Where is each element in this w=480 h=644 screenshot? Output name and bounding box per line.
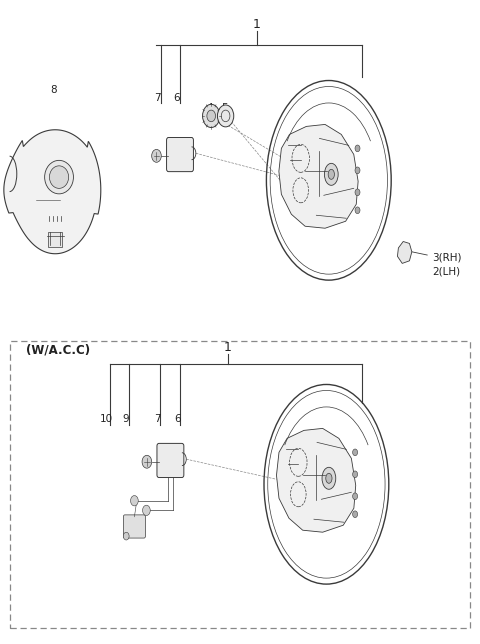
Ellipse shape <box>326 473 332 483</box>
Text: 6: 6 <box>173 93 180 103</box>
Text: (W/A.C.C): (W/A.C.C) <box>26 344 91 357</box>
Text: 2(LH): 2(LH) <box>432 267 460 277</box>
Circle shape <box>152 149 161 162</box>
Text: 4: 4 <box>206 103 213 113</box>
Text: 9: 9 <box>122 413 129 424</box>
Ellipse shape <box>49 166 69 189</box>
Polygon shape <box>397 242 412 263</box>
Circle shape <box>131 496 138 506</box>
Circle shape <box>353 471 358 478</box>
Ellipse shape <box>324 164 338 185</box>
Circle shape <box>353 449 358 456</box>
Circle shape <box>123 532 129 540</box>
Circle shape <box>353 493 358 500</box>
Circle shape <box>353 511 358 518</box>
FancyBboxPatch shape <box>167 138 193 171</box>
Ellipse shape <box>328 169 335 179</box>
Text: 3(RH): 3(RH) <box>432 252 461 263</box>
Text: 1: 1 <box>224 341 232 354</box>
FancyBboxPatch shape <box>123 515 145 538</box>
Ellipse shape <box>45 160 73 194</box>
FancyBboxPatch shape <box>157 444 184 478</box>
Text: 8: 8 <box>50 85 57 95</box>
Text: 5: 5 <box>221 103 228 113</box>
Text: 7: 7 <box>154 93 161 103</box>
Text: 6: 6 <box>174 413 180 424</box>
Circle shape <box>355 189 360 196</box>
Polygon shape <box>4 130 101 254</box>
Circle shape <box>142 455 152 468</box>
Circle shape <box>217 105 234 127</box>
Text: 7: 7 <box>154 413 160 424</box>
Ellipse shape <box>322 468 336 489</box>
Circle shape <box>207 110 216 122</box>
Text: 10: 10 <box>100 413 113 424</box>
Polygon shape <box>276 428 356 532</box>
Text: 1: 1 <box>253 18 261 31</box>
Circle shape <box>143 506 150 516</box>
Circle shape <box>355 207 360 214</box>
Circle shape <box>355 167 360 174</box>
Circle shape <box>203 104 220 128</box>
Circle shape <box>355 145 360 152</box>
Polygon shape <box>279 124 358 228</box>
FancyBboxPatch shape <box>48 232 62 247</box>
